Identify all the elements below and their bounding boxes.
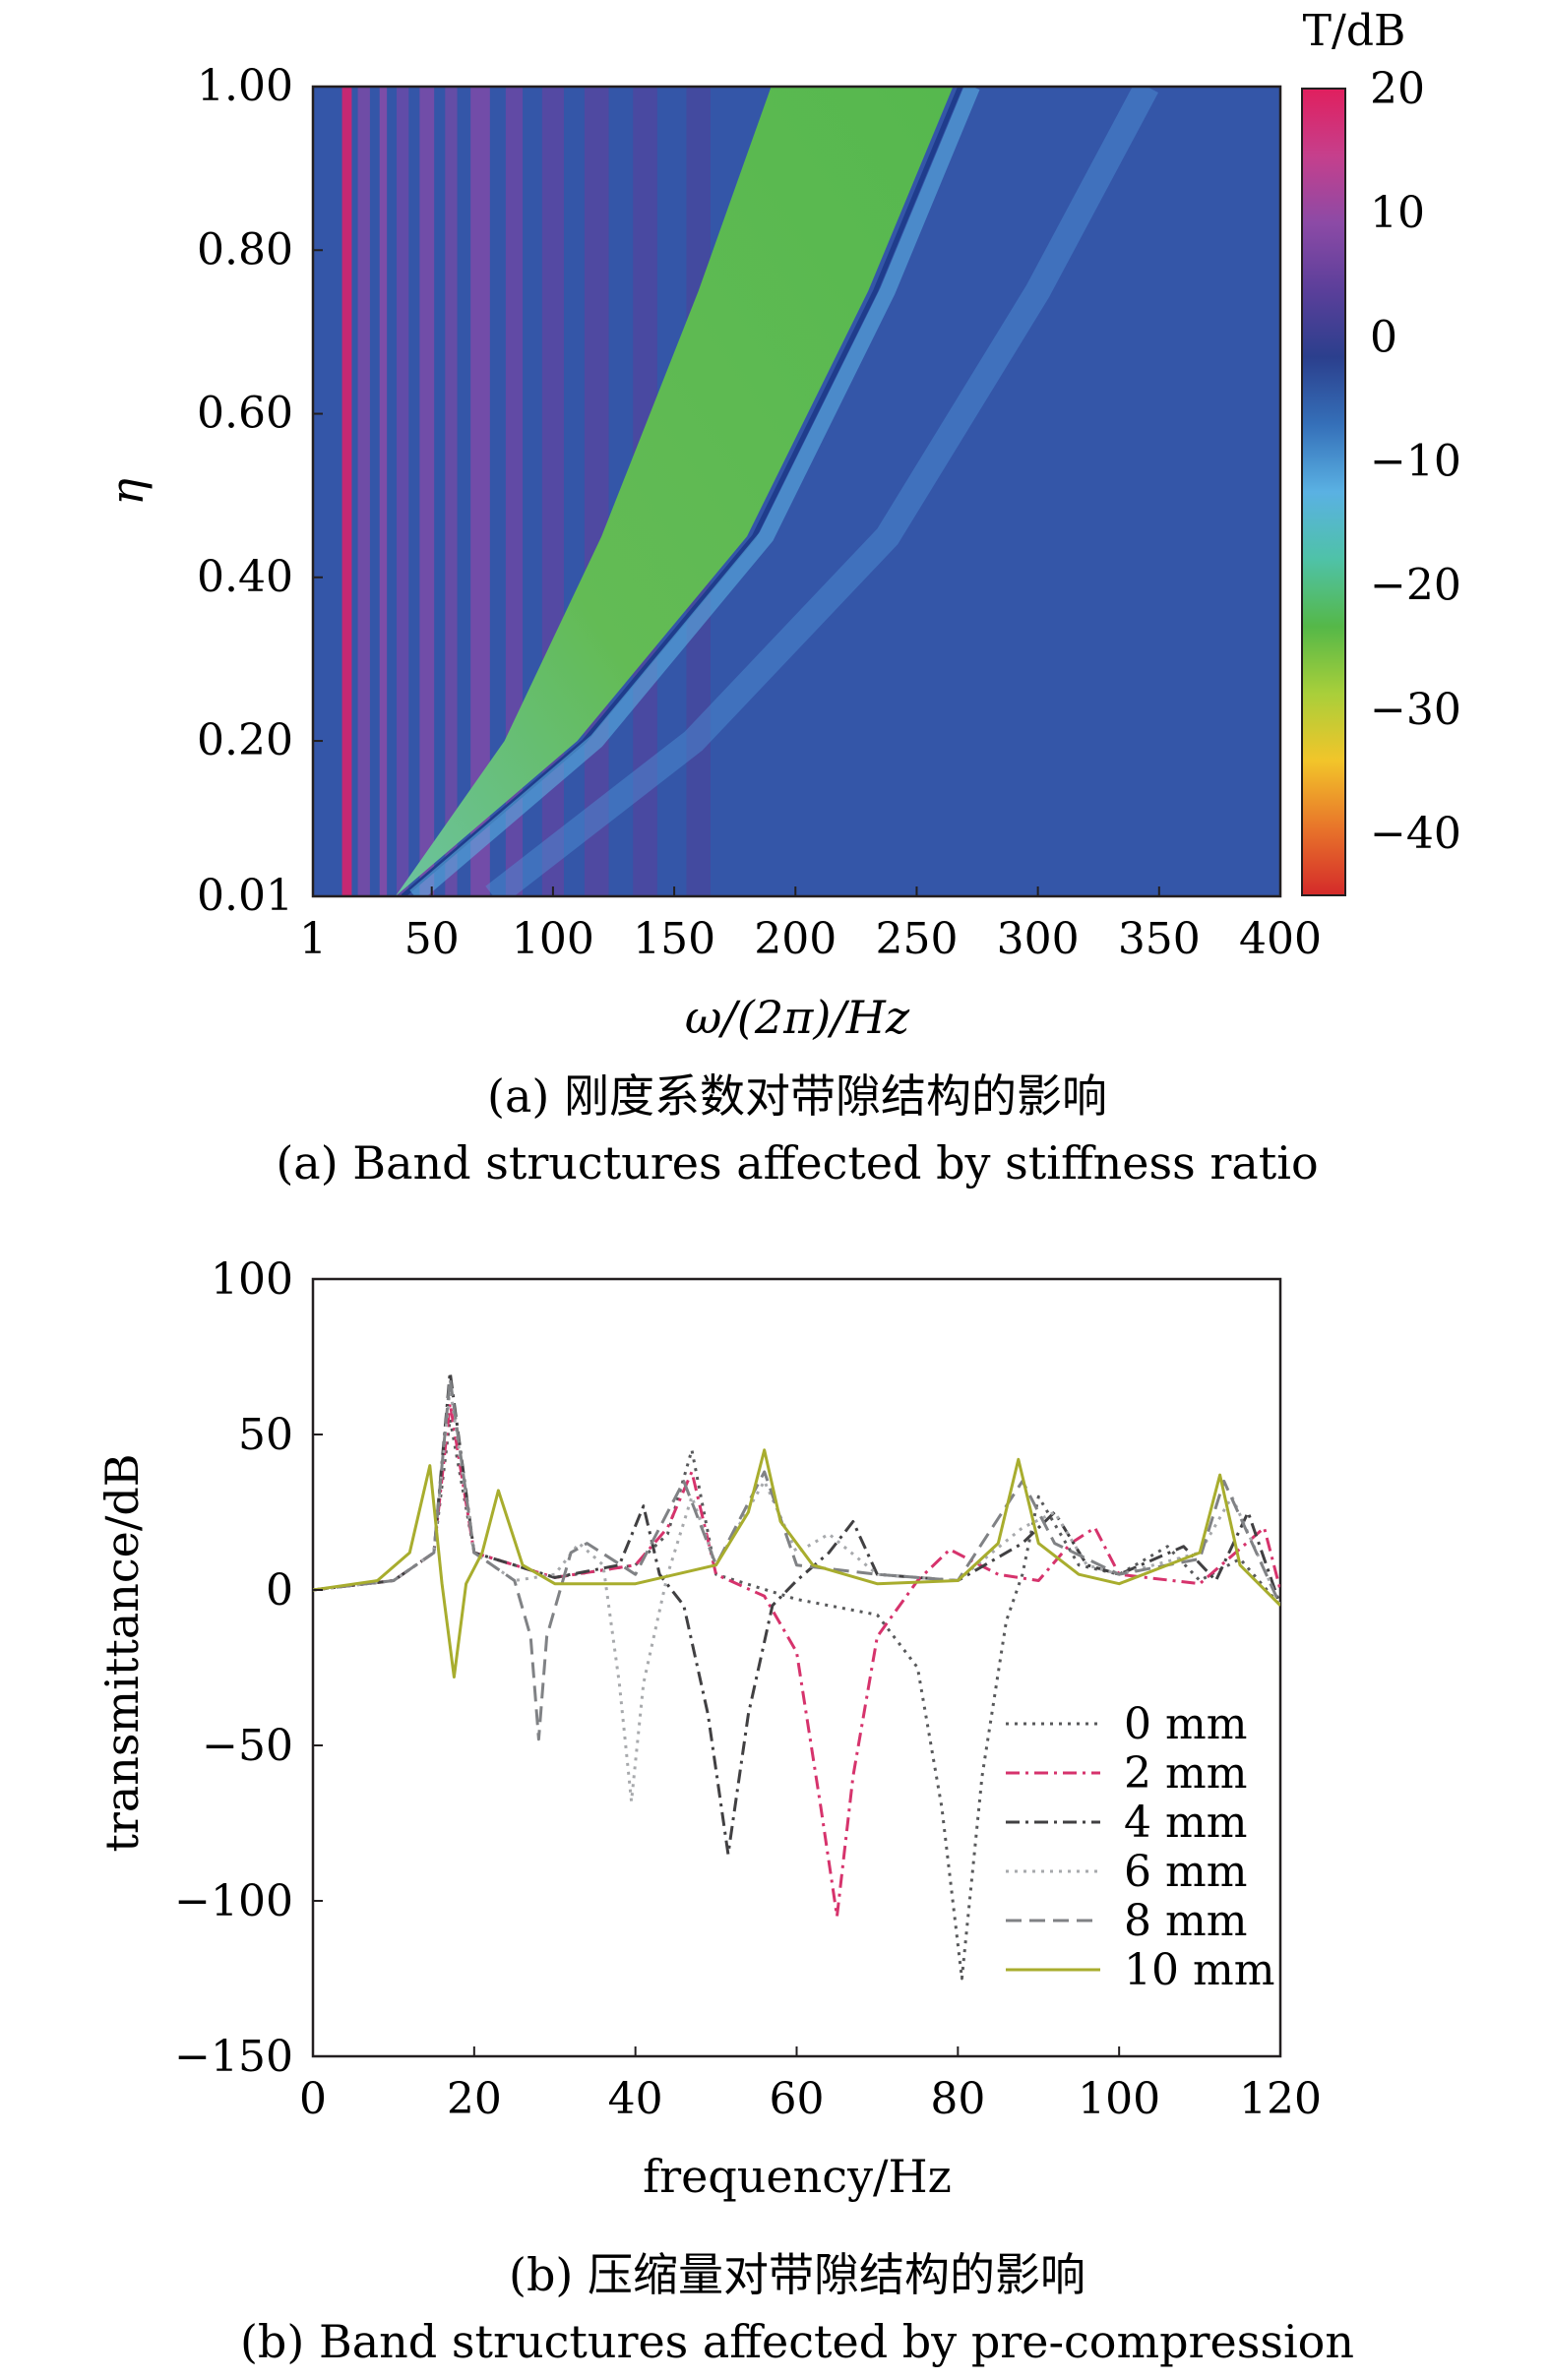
line-chart-x-axis-label: frequency/Hz [643,2150,952,2203]
caption-a-chinese: (a) 刚度系数对带隙结构的影响 [487,1069,1107,1123]
legend-label: 6 mm [1124,1847,1247,1897]
panel-b-line-chart: 0 20 40 60 80 100 120 100 50 0 −50 −100 −150 freque… [95,1254,1354,2368]
heatmap-y-tick-label: 0.01 [197,871,293,921]
colorbar-tick-label: −40 [1370,809,1461,859]
heatmap-upper-edge-glow [409,87,980,896]
heatmap-stripe [357,87,370,896]
legend-label: 2 mm [1124,1748,1247,1799]
line-chart-y-tick-label: −150 [174,2032,293,2082]
legend-label: 10 mm [1124,1945,1274,1995]
line-chart-x-tick-label: 100 [1078,2074,1160,2124]
caption-b-english: (b) Band structures affected by pre-comp… [240,2315,1354,2368]
line-chart-y-tick-label: 50 [238,1410,293,1460]
heatmap-x-tick-label: 50 [404,914,460,964]
line-chart-y-tick-label: −50 [202,1721,293,1771]
line-chart-x-tick-label: 0 [299,2074,327,2124]
heatmap-y-tick-label: 0.60 [197,389,293,439]
line-chart-y-tick-label: 0 [266,1565,293,1616]
legend-label: 8 mm [1124,1896,1247,1946]
colorbar [1301,88,1346,896]
series-line [313,1371,1280,1857]
heatmap-frame [311,85,1282,898]
heatmap-stripe [419,87,435,896]
colorbar-ticks: 20 10 0 −10 −20 −30 −40 [1370,64,1461,859]
heatmap-stripe [470,87,490,896]
series-line [313,1401,1280,1919]
line-chart-x-tick-label: 120 [1239,2074,1322,2124]
heatmap-x-tick-label: 1 [299,914,327,964]
colorbar-tick-label: −30 [1370,685,1461,735]
heatmap-light-band [485,87,1158,896]
line-chart-x-tick-label: 40 [608,2074,663,2124]
heatmap-x-tick-label: 150 [633,914,715,964]
heatmap-stripe [505,87,524,896]
heatmap-stripe [397,87,409,896]
colorbar-tick-label: 20 [1370,64,1425,114]
colorbar-tick-label: 10 [1370,188,1425,238]
heatmap-y-tick-label: 0.80 [197,224,293,275]
heatmap-stripe [445,87,458,896]
heatmap-x-tick-label: 100 [512,914,594,964]
line-chart-x-tick-label: 60 [770,2074,825,2124]
panel-a-heatmap: 1 50 100 150 200 250 300 350 400 0.010.200.400.6… [100,6,1461,1190]
line-chart-y-ticks: 100 50 0 −50 −100 −150 [174,1254,323,2082]
line-chart-y-tick-label: 100 [211,1254,293,1305]
heatmap-x-tick-label: 250 [875,914,958,964]
colorbar-tick-label: −10 [1370,436,1461,486]
line-chart-x-ticks: 0 20 40 60 80 100 120 [299,2046,1322,2124]
heatmap-y-tick-label: 0.40 [197,552,293,602]
heatmap-x-tick-label: 350 [1118,914,1201,964]
colorbar-tick-label: −20 [1370,561,1461,611]
heatmap-band-gap [395,87,954,896]
heatmap-stripe [341,87,352,896]
caption-a-english: (a) Band structures affected by stiffnes… [276,1136,1318,1190]
line-series-group [313,1371,1280,1981]
heatmap-x-tick-label: 200 [754,914,837,964]
legend-label: 0 mm [1124,1699,1247,1749]
heatmap-y-tick-label: 1.00 [197,61,293,111]
heatmap-x-axis-label: ω/(2π)/Hz [685,991,910,1044]
heatmap-x-tick-label: 400 [1239,914,1322,964]
heatmap-x-tick-label: 300 [997,914,1080,964]
heatmap-y-ticks: 0.01 0.20 0.40 0.60 0.80 1.00 [197,61,323,921]
series-line [313,1448,1280,1678]
caption-b-chinese: (b) 压缩量对带隙结构的影响 [509,2248,1085,2301]
heatmap-y-axis-label: η [100,478,154,506]
legend-label: 4 mm [1124,1798,1247,1848]
series-line [313,1376,1280,1741]
heatmap-stripe [379,87,388,896]
line-chart-x-tick-label: 80 [930,2074,985,2124]
heatmap-y-tick-label: 0.20 [197,715,293,765]
line-chart-y-tick-label: −100 [174,1876,293,1926]
line-chart-x-tick-label: 20 [447,2074,502,2124]
heatmap-stripe [584,87,609,896]
colorbar-title: T/dB [1303,6,1406,56]
heatmap-x-ticks: 1 50 100 150 200 250 300 350 400 [299,886,1322,964]
colorbar-tick-label: 0 [1370,312,1397,362]
line-chart-y-axis-label: transmittance/dB [95,1453,149,1852]
